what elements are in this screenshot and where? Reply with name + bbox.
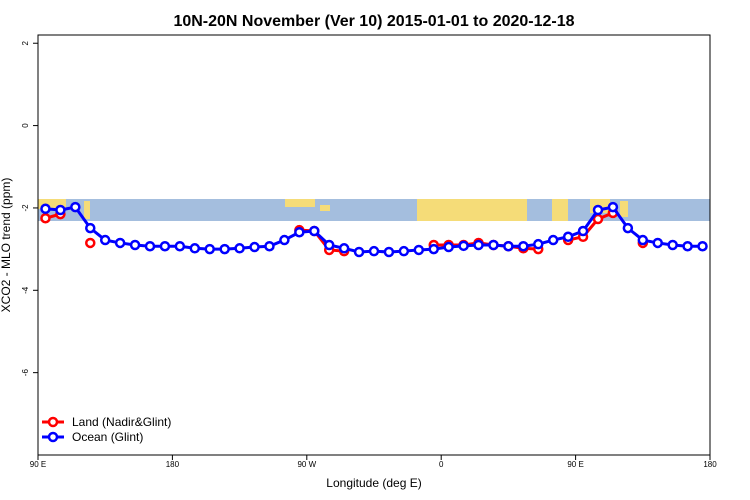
data-point bbox=[428, 243, 439, 255]
y-tick-label: -2 bbox=[21, 204, 30, 212]
y-axis-label: XCO2 - MLO trend (ppm) bbox=[0, 178, 13, 313]
data-point bbox=[55, 204, 66, 216]
x-tick-label: 90 E bbox=[30, 460, 46, 469]
y-tick-label: 0 bbox=[21, 123, 30, 128]
data-point bbox=[264, 240, 275, 252]
y-tick-label: -4 bbox=[21, 286, 30, 294]
data-point bbox=[383, 246, 395, 258]
data-point bbox=[279, 234, 290, 246]
data-point bbox=[413, 244, 425, 256]
x-tick-label: 0 bbox=[439, 460, 444, 469]
chart-title: 10N-20N November (Ver 10) 2015-01-01 to … bbox=[173, 13, 574, 30]
data-point bbox=[129, 239, 141, 251]
data-point bbox=[503, 240, 514, 252]
data-point bbox=[338, 243, 350, 254]
data-point bbox=[667, 239, 678, 251]
data-point bbox=[114, 237, 126, 249]
data-point bbox=[249, 241, 260, 253]
data-point bbox=[159, 240, 171, 252]
data-point bbox=[99, 234, 111, 246]
data-point bbox=[592, 204, 604, 216]
data-point bbox=[547, 234, 559, 246]
legend-label: Land (Nadir&Glint) bbox=[72, 415, 171, 429]
data-point bbox=[562, 231, 574, 243]
y-tick-label: -6 bbox=[21, 369, 30, 377]
data-point bbox=[70, 201, 81, 213]
data-point bbox=[204, 243, 215, 255]
x-tick-label: 180 bbox=[703, 460, 717, 469]
data-point bbox=[189, 243, 201, 254]
x-tick-label: 90 W bbox=[297, 460, 316, 469]
data-point bbox=[652, 237, 663, 249]
legend-label: Ocean (Glint) bbox=[72, 430, 143, 444]
data-point bbox=[309, 225, 320, 237]
data-point bbox=[443, 241, 454, 253]
data-point bbox=[697, 240, 708, 252]
data-point bbox=[219, 243, 230, 255]
data-point bbox=[577, 225, 589, 237]
data-point bbox=[518, 240, 529, 252]
x-tick-label: 180 bbox=[166, 460, 180, 469]
data-point bbox=[398, 245, 410, 257]
legend-marker bbox=[47, 431, 59, 443]
data-point bbox=[368, 245, 380, 257]
data-point bbox=[682, 240, 693, 252]
data-point bbox=[473, 239, 484, 251]
data-point bbox=[174, 240, 186, 252]
data-point bbox=[85, 222, 96, 234]
data-point bbox=[85, 237, 96, 249]
x-tick-label: 90 E bbox=[567, 460, 583, 469]
data-point bbox=[488, 239, 499, 251]
data-point bbox=[234, 243, 245, 254]
legend-marker bbox=[47, 416, 59, 428]
data-point bbox=[458, 240, 469, 252]
x-axis-label: Longitude (deg E) bbox=[326, 476, 421, 490]
data-point bbox=[533, 238, 544, 250]
data-point bbox=[607, 201, 619, 213]
data-point bbox=[40, 203, 51, 215]
data-point bbox=[637, 234, 649, 246]
series-line bbox=[567, 211, 614, 242]
plot-frame bbox=[37, 34, 711, 456]
data-point bbox=[323, 239, 335, 251]
data-point bbox=[144, 240, 156, 252]
data-point bbox=[40, 212, 51, 224]
y-tick-label: 2 bbox=[21, 40, 30, 45]
data-point bbox=[294, 226, 305, 238]
map-band bbox=[38, 199, 710, 221]
data-point bbox=[622, 222, 634, 234]
data-point bbox=[353, 246, 365, 258]
